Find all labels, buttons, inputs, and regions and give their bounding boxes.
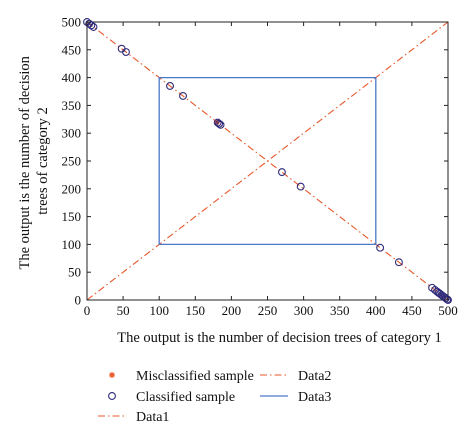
legend-label-data1: Data1 [136,410,169,425]
legend-label-misclassified-sample: Misclassified sample [136,369,254,384]
asterisk-stroke [109,372,115,378]
x-tick-label: 50 [117,303,130,318]
legend-item-data2: Data2 [260,369,331,384]
y-tick-label: 350 [62,98,82,113]
legend-item-data3: Data3 [260,390,331,405]
y-tick-label: 200 [62,181,82,196]
x-tick-label: 0 [84,303,91,318]
classified-sample-point [179,91,187,100]
y-axis-label: The output is the number of decision tre… [17,52,51,269]
ticks-layer: 0 50 100 150 200 250 300 350 400 450 500 0 50 100 150 2… [62,15,458,319]
x-tick-label: 250 [258,303,278,318]
classified-sample-point [376,243,385,252]
legend-swatch-classified-sample [108,392,116,400]
y-tick-label: 50 [68,265,81,280]
classified-sample-point [89,23,98,31]
y-tick-label: 500 [62,15,82,30]
x-tick-label: 100 [149,303,169,318]
classified-sample-point [216,120,225,129]
y-tick-label: 150 [62,209,82,224]
legend-label-data3: Data3 [298,390,331,405]
y-tick-label: 100 [62,237,82,252]
legend-item-classified-sample: Classified sample [108,390,235,405]
classified-sample-point [296,182,305,191]
plot-area: 0 50 100 150 200 250 300 350 400 450 500 0 50 100 150 2… [62,15,458,319]
series-data3-line [158,76,377,246]
y-axis-label-line-2: trees of category 2 [35,107,51,215]
legend-item-misclassified-sample: Misclassified sample [109,369,254,384]
classified-sample-point [122,48,130,56]
classified-sample-point [87,21,96,30]
legend-item-data1: Data1 [98,410,169,425]
legend: Misclassified sample Data2 Classified samp… [98,369,331,425]
series-data2-line [86,21,449,301]
y-tick-label: 450 [62,42,82,57]
x-tick-label: 150 [186,303,206,318]
x-tick-label: 200 [222,303,242,318]
classified-sample-point [394,258,403,267]
y-tick-label: 300 [62,126,82,141]
x-tick-label: 450 [402,303,422,318]
classified-sample-point [166,81,174,90]
classified-sample-point [277,168,286,177]
x-tick-label: 350 [330,303,350,318]
x-tick-label: 400 [366,303,386,318]
classified-sample-point [441,294,450,303]
series-layer [83,18,452,304]
y-tick-label: 400 [62,70,82,85]
x-tick-label: 300 [294,303,314,318]
legend-label-classified-sample: Classified sample [136,390,235,405]
legend-swatch-misclassified-sample [109,372,115,378]
y-tick-label: 250 [62,154,82,169]
y-axis-label-line-1: The output is the number of decision [17,55,33,269]
classified-sample-point [215,119,224,128]
x-axis-label: The output is the number of decision tre… [117,330,442,346]
legend-label-data2: Data2 [298,369,331,384]
x-tick-label: 500 [438,303,458,318]
y-tick-label: 0 [75,293,82,308]
